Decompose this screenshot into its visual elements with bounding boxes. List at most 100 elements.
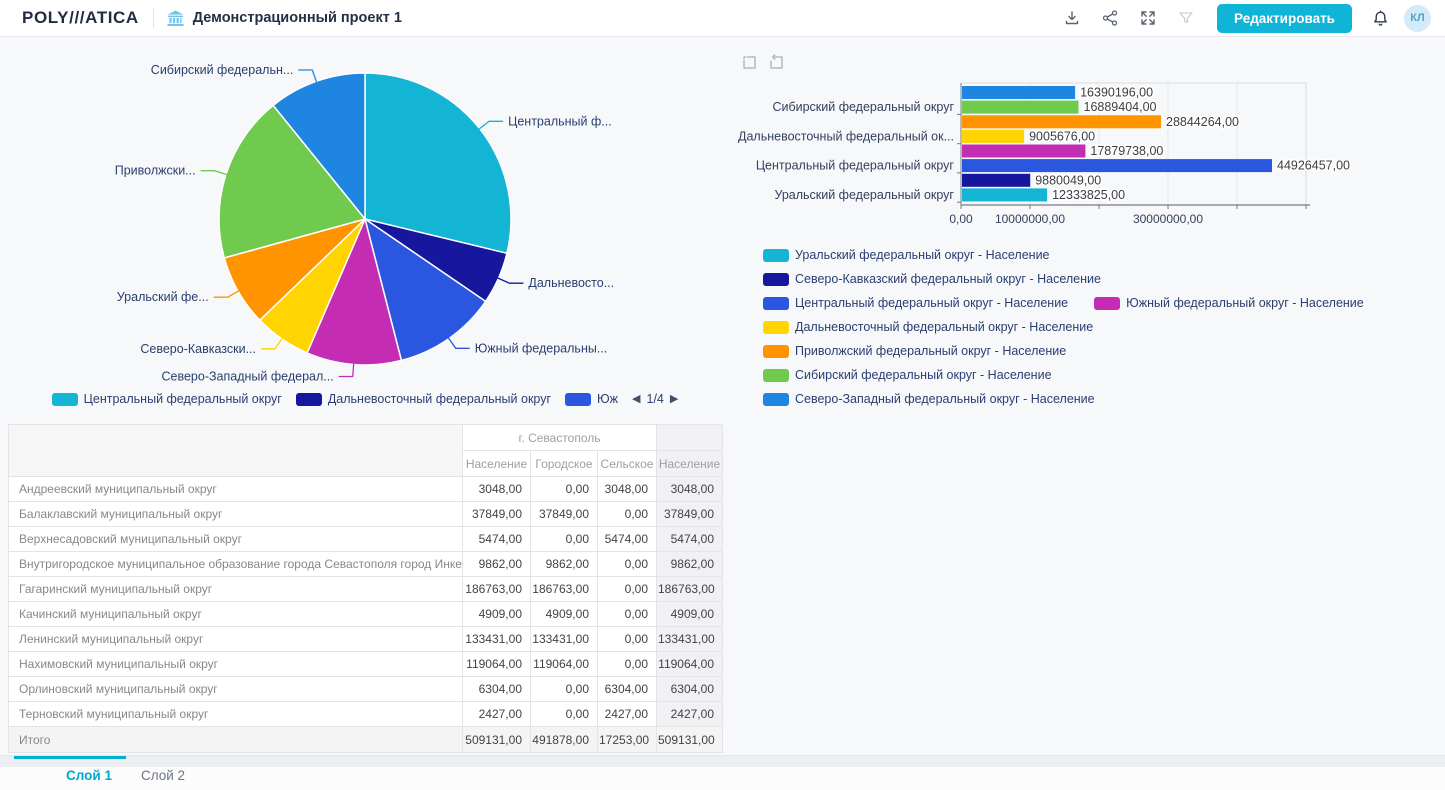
value-cell[interactable]: 119064,00 [530, 651, 598, 677]
value-cell[interactable]: 5474,00 [462, 526, 531, 552]
value-cell[interactable]: 37849,00 [656, 501, 723, 527]
bar-4[interactable] [962, 129, 1025, 143]
value-cell[interactable]: 186763,00 [530, 576, 598, 602]
legend-next-icon[interactable]: ▶ [669, 392, 679, 405]
layer-tab-1[interactable]: Слой 1 [66, 768, 112, 783]
value-cell[interactable]: 2427,00 [462, 701, 531, 727]
value-cell[interactable]: 6304,00 [597, 676, 657, 702]
legend-swatch [763, 248, 789, 262]
value-cell[interactable]: 37849,00 [530, 501, 598, 527]
pie-legend-item[interactable]: Юж [565, 392, 618, 406]
table-row: Орлиновский муниципальный округ 6304,00 0,… [8, 676, 723, 702]
bar-legend-item[interactable]: Южный федеральный округ - Население [1094, 296, 1364, 310]
value-cell[interactable]: 6304,00 [656, 676, 723, 702]
edit-button[interactable]: Редактировать [1217, 3, 1352, 33]
row-label-cell[interactable]: Гагаринский муниципальный округ [8, 576, 463, 602]
bar-8[interactable] [962, 188, 1048, 202]
value-cell[interactable]: 119064,00 [656, 651, 723, 677]
value-cell[interactable]: 9862,00 [656, 551, 723, 577]
bar-2[interactable] [962, 100, 1079, 114]
legend-swatch [763, 392, 789, 406]
total-label-cell: Итого [8, 726, 463, 753]
total-value-cell: 509131,00 [656, 726, 723, 753]
bar-7[interactable] [962, 173, 1031, 187]
column-header: Городское [530, 450, 598, 477]
legend-label: Дальневосточный федеральный округ [327, 392, 552, 406]
value-cell[interactable]: 133431,00 [656, 626, 723, 652]
bar-3[interactable] [962, 115, 1161, 129]
value-cell[interactable]: 3048,00 [656, 476, 723, 502]
bar-legend-item[interactable]: Северо-Западный федеральный округ - Насе… [763, 392, 1095, 406]
bar-legend-item[interactable]: Сибирский федеральный округ - Население [763, 368, 1052, 382]
value-cell[interactable]: 4909,00 [530, 601, 598, 627]
download-icon[interactable] [1062, 8, 1082, 28]
share-icon[interactable] [1100, 8, 1120, 28]
app-header: POLY///ATICA Демонстрационный проект 1 Р… [0, 0, 1445, 37]
value-cell[interactable]: 0,00 [530, 526, 598, 552]
row-label-cell[interactable]: Ленинский муниципальный округ [8, 626, 463, 652]
value-cell[interactable]: 0,00 [597, 651, 657, 677]
row-label-cell[interactable]: Балаклавский муниципальный округ [8, 501, 463, 527]
value-cell[interactable]: 0,00 [597, 551, 657, 577]
value-cell[interactable]: 4909,00 [656, 601, 723, 627]
active-tab-indicator [14, 756, 126, 759]
value-cell[interactable]: 3048,00 [462, 476, 531, 502]
value-cell[interactable]: 186763,00 [656, 576, 723, 602]
row-label-cell[interactable]: Андреевский муниципальный округ [8, 476, 463, 502]
bar-5[interactable] [962, 144, 1086, 158]
row-label-cell[interactable]: Качинский муниципальный округ [8, 601, 463, 627]
polymatica-logo: POLY///ATICA [22, 8, 139, 27]
value-cell[interactable]: 119064,00 [462, 651, 531, 677]
value-cell[interactable]: 0,00 [597, 576, 657, 602]
row-label-cell[interactable]: Внутригородское муниципальное образовани… [8, 551, 463, 577]
value-cell[interactable]: 133431,00 [462, 626, 531, 652]
value-cell[interactable]: 5474,00 [656, 526, 723, 552]
value-cell[interactable]: 0,00 [597, 601, 657, 627]
value-cell[interactable]: 186763,00 [462, 576, 531, 602]
value-cell[interactable]: 9862,00 [530, 551, 598, 577]
select-area-icon[interactable] [741, 54, 759, 72]
value-cell[interactable]: 37849,00 [462, 501, 531, 527]
value-cell[interactable]: 133431,00 [530, 626, 598, 652]
row-label-cell[interactable]: Верхнесадовский муниципальный округ [8, 526, 463, 552]
value-cell[interactable]: 3048,00 [597, 476, 657, 502]
table-row: Гагаринский муниципальный округ 186763,00… [8, 576, 723, 602]
avatar[interactable]: КЛ [1404, 4, 1431, 32]
value-cell[interactable]: 9862,00 [462, 551, 531, 577]
filter-icon[interactable] [1176, 8, 1196, 28]
bar-1[interactable] [962, 86, 1076, 99]
value-cell[interactable]: 0,00 [530, 476, 598, 502]
bar-legend-item[interactable]: Уральский федеральный округ - Население [763, 248, 1050, 262]
value-cell[interactable]: 0,00 [597, 626, 657, 652]
pie-legend-item[interactable]: Центральный федеральный округ [51, 392, 282, 406]
value-cell[interactable]: 0,00 [597, 501, 657, 527]
value-cell[interactable]: 0,00 [530, 676, 598, 702]
fullscreen-icon[interactable] [1138, 8, 1158, 28]
legend-page-indicator: 1/4 [646, 392, 664, 406]
legend-label: Центральный федеральный округ - Населени… [795, 296, 1069, 310]
value-cell[interactable]: 5474,00 [597, 526, 657, 552]
bar-6[interactable] [962, 159, 1272, 173]
bar-value-label: 44926457,00 [1277, 159, 1350, 173]
value-cell[interactable]: 2427,00 [656, 701, 723, 727]
tabbar-scroll-band [0, 756, 1445, 767]
row-label-cell[interactable]: Терновский муниципальный округ [8, 701, 463, 727]
bar-value-label: 9880049,00 [1035, 173, 1101, 187]
table-row: Балаклавский муниципальный округ 37849,00… [8, 501, 723, 527]
bar-legend-item[interactable]: Центральный федеральный округ - Населени… [763, 296, 1068, 310]
legend-prev-icon[interactable]: ◀ [632, 392, 641, 405]
value-cell[interactable]: 4909,00 [462, 601, 531, 627]
value-cell[interactable]: 2427,00 [597, 701, 657, 727]
value-cell[interactable]: 6304,00 [462, 676, 531, 702]
layer-tab-2[interactable]: Слой 2 [140, 768, 186, 783]
row-label-cell[interactable]: Орлиновский муниципальный округ [8, 676, 463, 702]
bar-legend-item[interactable]: Дальневосточный федеральный округ - Насе… [763, 320, 1093, 334]
pie-legend-item[interactable]: Дальневосточный федеральный округ [295, 392, 552, 406]
value-cell[interactable]: 0,00 [530, 701, 598, 727]
notifications-bell-icon[interactable] [1370, 8, 1390, 28]
bar-legend-item[interactable]: Северо-Кавказский федеральный округ - На… [763, 272, 1101, 286]
row-label-cell[interactable]: Нахимовский муниципальный округ [8, 651, 463, 677]
undo-selection-icon[interactable] [768, 54, 786, 72]
bar-legend-item[interactable]: Приволжский федеральный округ - Населени… [763, 344, 1066, 358]
